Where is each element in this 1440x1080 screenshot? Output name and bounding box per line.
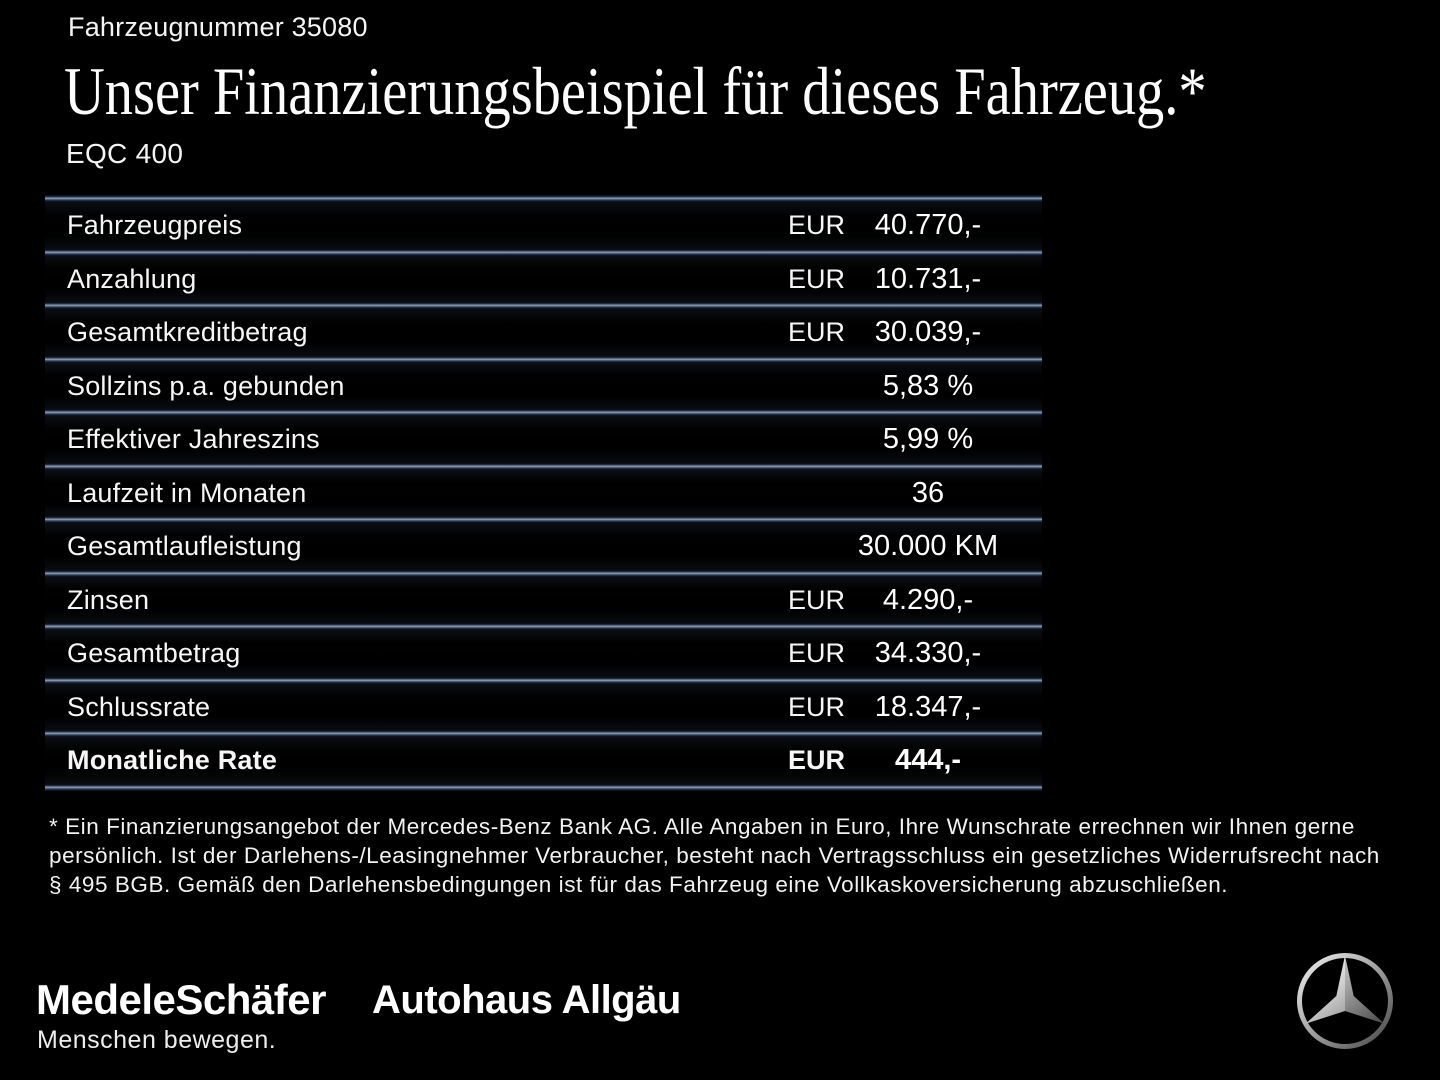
- row-label: Sollzins p.a. gebunden: [67, 370, 345, 401]
- row-label: Schlussrate: [67, 691, 211, 722]
- row-separator: [45, 462, 1042, 470]
- row-separator: [45, 783, 1042, 791]
- table-row: Sollzins p.a. gebunden 5,83 %: [45, 362, 1042, 409]
- row-currency: EUR: [788, 584, 846, 615]
- row-value: 40.770,-: [874, 209, 982, 241]
- dealer-logo-autohaus-allgaeu: Autohaus Allgäu: [372, 978, 681, 1022]
- table-row-monthly-rate: Monatliche Rate EUR 444,-: [45, 737, 1042, 784]
- table-row: Gesamtkreditbetrag EUR 30.039,-: [45, 309, 1042, 356]
- table-row: Fahrzeugpreis EUR 40.770,-: [45, 202, 1042, 249]
- mercedes-star-icon: [1297, 953, 1393, 1049]
- table-row: Zinsen EUR 4.290,-: [45, 576, 1042, 623]
- table-row: Laufzeit in Monaten 36: [45, 469, 1042, 516]
- page-title: Unser Finanzierungsbeispiel für dieses F…: [64, 53, 1207, 129]
- row-separator: [45, 409, 1042, 416]
- row-currency: EUR: [788, 691, 846, 722]
- row-separator: [45, 195, 1042, 202]
- row-label: Monatliche Rate: [67, 745, 278, 775]
- row-label: Effektiver Jahreszins: [67, 424, 320, 454]
- dealer-tagline: Menschen bewegen.: [37, 1026, 277, 1054]
- row-label: Gesamtkreditbetrag: [67, 317, 308, 347]
- row-label: Fahrzeugpreis: [67, 210, 243, 240]
- row-label: Anzahlung: [67, 263, 197, 294]
- table-row: Gesamtlaufleistung 30.000 KM: [45, 523, 1042, 570]
- row-separator: [45, 355, 1042, 363]
- row-label: Laufzeit in Monaten: [67, 477, 307, 508]
- table-row: Effektiver Jahreszins 5,99 %: [45, 416, 1042, 463]
- footnote: * Ein Finanzierungsangebot der Mercedes-…: [49, 812, 1394, 899]
- row-currency: EUR: [788, 638, 846, 668]
- row-separator: [45, 248, 1042, 256]
- row-separator: [45, 676, 1042, 684]
- table-row: Anzahlung EUR 10.731,-: [45, 255, 1042, 302]
- row-value: 18.347,-: [874, 690, 982, 723]
- row-label: Gesamtlaufleistung: [67, 531, 302, 561]
- row-currency: EUR: [788, 317, 846, 347]
- row-currency: EUR: [788, 745, 846, 775]
- vehicle-model: EQC 400: [66, 138, 184, 169]
- row-label: Zinsen: [67, 584, 150, 615]
- row-currency: EUR: [788, 263, 846, 294]
- footnote-line: * Ein Finanzierungsangebot der Mercedes-…: [49, 814, 1355, 839]
- row-separator: [45, 516, 1042, 523]
- row-value: 10.731,-: [874, 262, 982, 295]
- table-row: Schlussrate EUR 18.347,-: [45, 683, 1042, 730]
- row-separator: [45, 302, 1042, 309]
- footnote-line: § 495 BGB. Gemäß den Darlehensbedingunge…: [49, 872, 1229, 897]
- row-label: Gesamtbetrag: [67, 638, 241, 668]
- footnote-line: persönlich. Ist der Darlehens-/Leasingne…: [49, 843, 1380, 868]
- row-value: 444,-: [894, 744, 962, 776]
- row-value: 36: [911, 476, 945, 509]
- finance-table: Fahrzeugpreis EUR 40.770,- Anzahlung EUR…: [45, 195, 1042, 791]
- row-separator: [45, 623, 1042, 630]
- row-value: 4.290,-: [882, 583, 974, 616]
- row-separator: [45, 730, 1042, 737]
- row-value: 5,83 %: [882, 369, 974, 402]
- row-currency: EUR: [788, 210, 846, 240]
- row-value: 30.000 KM: [857, 530, 999, 562]
- row-value: 5,99 %: [882, 423, 974, 455]
- row-value: 30.039,-: [874, 316, 982, 348]
- vehicle-number: Fahrzeugnummer 35080: [68, 12, 368, 42]
- row-value: 34.330,-: [874, 637, 982, 669]
- dealer-logo-medele-schaefer: MedeleSchäfer: [36, 976, 326, 1023]
- table-row: Gesamtbetrag EUR 34.330,-: [45, 630, 1042, 677]
- row-separator: [45, 569, 1042, 577]
